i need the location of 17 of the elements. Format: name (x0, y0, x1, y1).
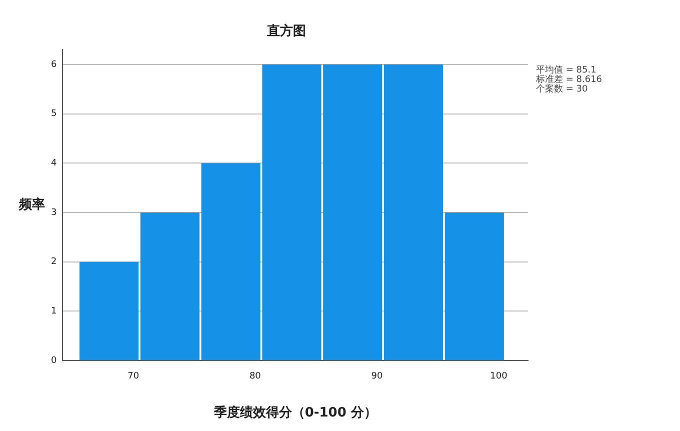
y-axis-title: 频率 (18, 196, 45, 212)
x-tick-label: 100 (490, 371, 508, 382)
y-tick-label: 0 (50, 356, 57, 366)
y-tick-label: 5 (50, 109, 57, 120)
x-axis-title: 季度绩效得分（0-100 分） (212, 404, 377, 421)
y-tick-label: 1 (50, 306, 57, 317)
text: 个案数 = 30 (536, 83, 588, 94)
x-tick-label: 90 (371, 371, 383, 382)
x-tick-label: 80 (249, 371, 262, 382)
chart-title: 直方图 (266, 23, 306, 40)
y-tick-label: 6 (50, 60, 57, 70)
y-tick-label: 2 (50, 257, 57, 268)
text: 标准差 = 8.616 (535, 74, 602, 85)
y-tick-label: 4 (50, 158, 57, 168)
text: 平均值 = 85.1 (536, 64, 596, 76)
x-tick-label: 70 (128, 371, 140, 382)
y-tick-label: 3 (50, 208, 57, 218)
